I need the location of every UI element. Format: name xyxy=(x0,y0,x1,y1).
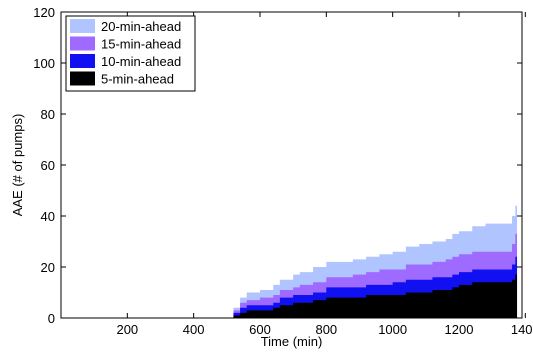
legend-label: 15-min-ahead xyxy=(101,37,181,52)
legend-swatch xyxy=(70,71,95,86)
x-tick-label: 1000 xyxy=(378,322,407,337)
y-tick-label: 80 xyxy=(41,107,55,122)
legend-swatch xyxy=(70,54,95,68)
chart-areas xyxy=(61,195,518,318)
y-axis: 0 20 40 60 80 100 120 xyxy=(33,5,522,326)
area-series-4 xyxy=(61,272,518,318)
x-tick-label: 800 xyxy=(315,322,337,337)
x-tick-label: 400 xyxy=(183,322,205,337)
legend-swatch xyxy=(70,19,95,33)
y-tick-label: 100 xyxy=(33,56,55,71)
x-axis-label: Time (min) xyxy=(261,334,323,349)
y-axis-label: AAE (# of pumps) xyxy=(10,114,25,217)
y-tick-label: 60 xyxy=(41,158,55,173)
legend-label: 20-min-ahead xyxy=(101,19,181,34)
x-tick-label: 600 xyxy=(249,322,271,337)
legend-label: 10-min-ahead xyxy=(101,54,181,69)
x-tick-label: 200 xyxy=(116,322,138,337)
y-tick-label: 20 xyxy=(41,260,55,275)
y-tick-label: 40 xyxy=(41,209,55,224)
y-tick-label: 0 xyxy=(48,311,55,326)
legend-label: 5-min-ahead xyxy=(101,72,174,87)
legend: 20-min-ahead 15-min-ahead 10-min-ahead 5-mi… xyxy=(65,15,196,92)
y-tick-label: 120 xyxy=(33,5,55,20)
legend-swatch xyxy=(70,36,95,51)
x-tick-label: 1200 xyxy=(445,322,474,337)
